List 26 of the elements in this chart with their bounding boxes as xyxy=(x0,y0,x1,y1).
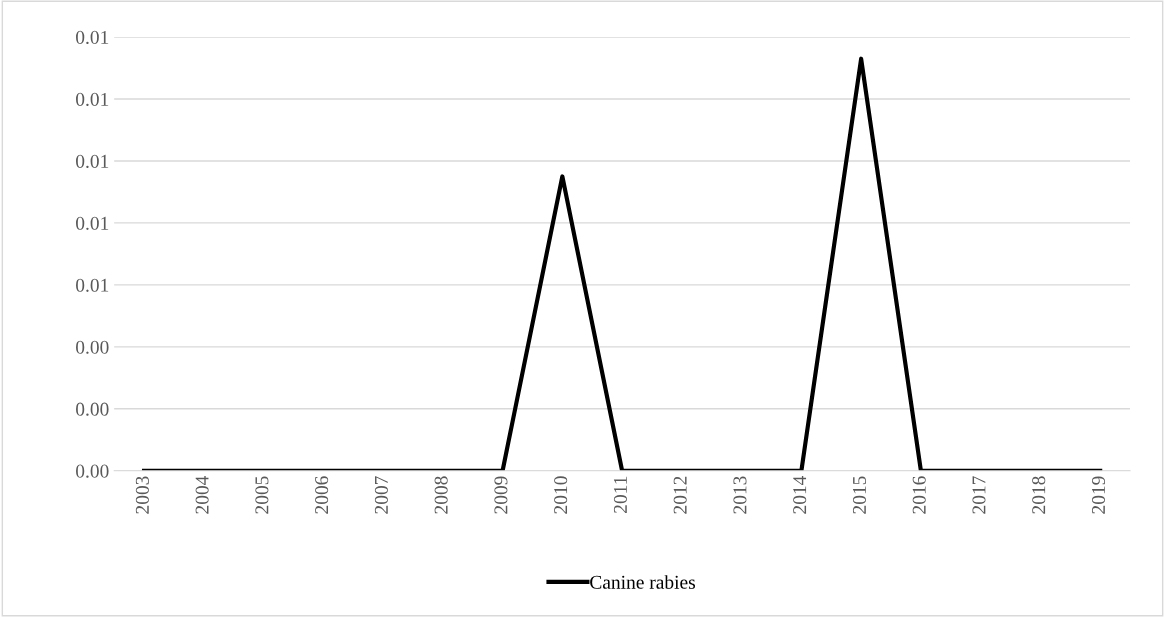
y-tick-label: 0.00 xyxy=(76,464,109,478)
x-tick-label: 2017 xyxy=(972,476,986,514)
y-tick-label: 0.00 xyxy=(76,402,109,416)
x-tick-label: 2006 xyxy=(315,476,329,514)
y-tick-label: 0.01 xyxy=(76,278,109,292)
x-tick-label: 2003 xyxy=(135,476,149,514)
y-tick-label: 0.01 xyxy=(76,30,109,45)
y-tick-label: 0.01 xyxy=(76,216,109,230)
x-tick-label: 2010 xyxy=(554,476,568,514)
x-tick-label: 2016 xyxy=(912,476,926,514)
y-tick-label: 0.01 xyxy=(76,92,109,107)
y-tick-label: 0.01 xyxy=(76,154,109,168)
x-tick-label: 2018 xyxy=(1032,476,1046,514)
x-tick-label: 2014 xyxy=(793,475,807,514)
legend-label: Canine rabies xyxy=(590,575,695,589)
x-tick-label: 2019 xyxy=(1091,476,1106,514)
x-tick-label: 2004 xyxy=(195,475,209,514)
y-tick-label: 0.00 xyxy=(76,340,109,354)
x-tick-label: 2013 xyxy=(733,476,747,514)
x-tick-label: 2011 xyxy=(613,476,627,513)
x-tick-label: 2012 xyxy=(673,476,687,514)
x-tick-label: 2015 xyxy=(852,476,867,514)
x-tick-label: 2007 xyxy=(374,476,388,514)
x-tick-label: 2008 xyxy=(434,476,448,514)
x-tick-label: 2005 xyxy=(255,476,269,514)
x-tick-label: 2009 xyxy=(494,476,508,514)
